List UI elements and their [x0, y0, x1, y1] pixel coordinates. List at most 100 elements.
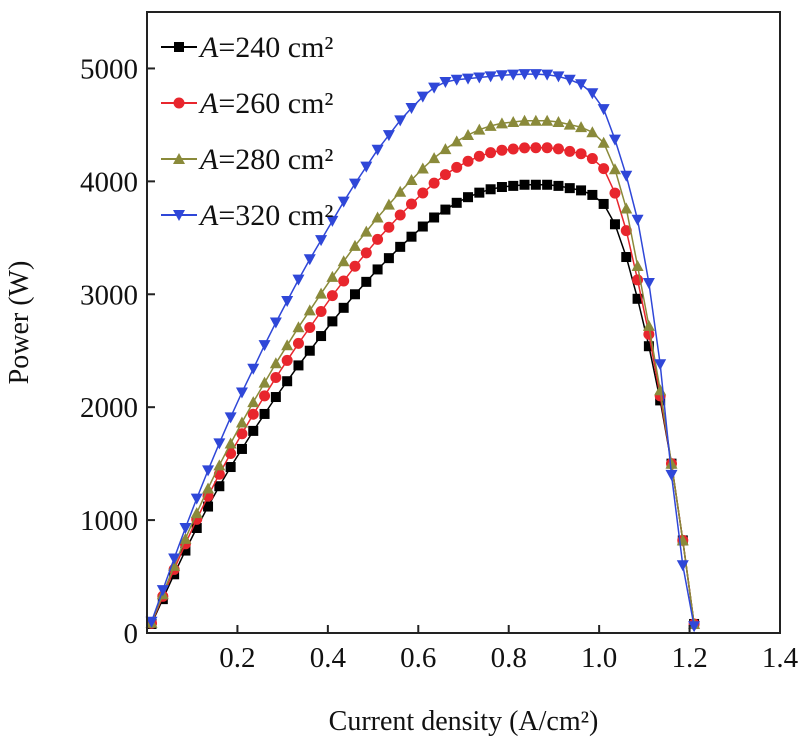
data-point	[304, 321, 316, 333]
data-point	[463, 192, 474, 203]
data-point	[530, 179, 541, 190]
data-point	[179, 522, 192, 534]
data-point	[541, 69, 554, 81]
data-point	[173, 153, 185, 164]
data-point	[372, 264, 383, 275]
legend-label-variable: A	[198, 199, 219, 232]
data-point	[315, 287, 328, 299]
data-point	[462, 128, 475, 140]
data-point	[406, 231, 417, 242]
legend-label: A=280 cm²	[198, 143, 333, 176]
legend-entry: A=260 cm²	[161, 87, 333, 120]
legend-label-variable: A	[198, 87, 219, 120]
data-point	[428, 177, 440, 189]
data-point	[282, 376, 293, 387]
data-point	[225, 462, 236, 473]
data-point	[360, 225, 373, 237]
data-point	[292, 321, 305, 333]
legend-label: A=240 cm²	[198, 31, 333, 64]
data-point	[349, 260, 361, 272]
data-point	[224, 437, 237, 449]
data-point	[518, 69, 531, 81]
data-point	[632, 293, 643, 304]
data-point	[304, 345, 315, 356]
data-point	[608, 163, 621, 175]
data-point	[462, 73, 475, 85]
x-tick-label: 1.2	[671, 642, 707, 674]
x-tick-label: 0.4	[310, 642, 347, 674]
data-point	[394, 115, 407, 127]
x-tick-label: 1.4	[762, 642, 799, 674]
data-point	[484, 119, 497, 131]
data-point	[372, 233, 384, 245]
data-point	[213, 438, 226, 450]
data-point	[269, 357, 282, 369]
y-tick-label: 3000	[80, 279, 138, 311]
data-point	[519, 179, 530, 190]
data-point	[474, 187, 485, 198]
data-point	[236, 443, 247, 454]
y-tick-label: 2000	[80, 392, 138, 424]
data-point	[495, 117, 508, 129]
data-point	[383, 253, 394, 264]
data-point	[473, 72, 486, 84]
data-point	[180, 545, 191, 556]
data-point	[575, 79, 588, 91]
data-point	[168, 553, 181, 565]
y-tick-label: 1000	[80, 505, 138, 537]
legend-entry: A=280 cm²	[161, 143, 333, 176]
data-point	[552, 115, 565, 127]
data-point	[316, 331, 327, 342]
data-point	[530, 142, 542, 154]
data-point	[214, 481, 225, 492]
data-point	[654, 359, 667, 371]
data-point	[541, 142, 553, 154]
data-point	[348, 239, 361, 251]
data-point	[382, 198, 395, 210]
data-point	[371, 144, 384, 156]
data-point	[620, 170, 633, 182]
data-point	[337, 255, 350, 267]
data-point	[281, 354, 293, 366]
x-tick-label: 1.0	[581, 642, 617, 674]
data-point	[541, 114, 554, 126]
data-point	[564, 183, 575, 194]
data-point	[586, 88, 599, 100]
legend-label: A=320 cm²	[198, 199, 333, 232]
data-point	[292, 274, 305, 286]
data-point	[451, 197, 462, 208]
data-point	[270, 371, 282, 383]
data-point	[281, 339, 294, 351]
data-point	[485, 147, 497, 159]
data-point	[428, 152, 441, 164]
data-point	[326, 290, 338, 302]
y-axis-title: Power (W)	[4, 261, 35, 385]
data-point	[598, 163, 610, 175]
data-point	[224, 412, 237, 424]
data-point	[281, 296, 294, 308]
data-point	[484, 71, 497, 83]
legend-label-value: =260 cm²	[218, 87, 333, 120]
data-point	[406, 198, 418, 210]
data-point	[587, 189, 598, 200]
data-point	[631, 260, 644, 272]
data-point	[451, 161, 463, 173]
data-point	[450, 135, 463, 147]
data-point	[552, 143, 564, 155]
data-point	[360, 161, 373, 173]
legend-label-variable: A	[198, 31, 219, 64]
x-tick-label: 0.6	[400, 642, 436, 674]
data-point	[485, 184, 496, 195]
data-point	[609, 219, 620, 230]
data-point	[507, 69, 520, 81]
data-point	[586, 126, 599, 138]
data-point	[518, 114, 531, 126]
data-point	[349, 289, 360, 300]
data-point	[173, 97, 185, 109]
data-point	[507, 115, 520, 127]
legend-entry: A=240 cm²	[161, 31, 333, 64]
data-point	[405, 174, 418, 186]
data-point	[383, 221, 395, 233]
